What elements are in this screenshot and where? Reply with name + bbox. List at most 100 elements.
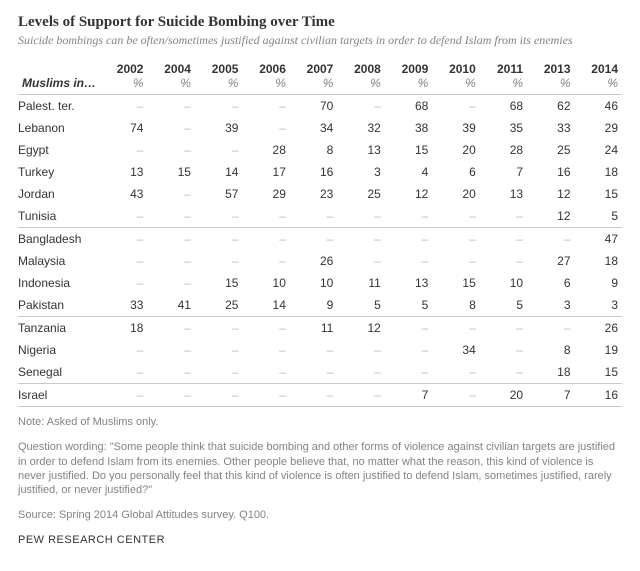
table-row: Palest. ter.––––70–68–686246 [18,95,622,118]
cell-value: 20 [432,183,479,205]
cell-value: 13 [480,183,527,205]
cell-value: – [242,250,289,272]
col-header-year: 2002 [100,60,147,76]
table-row: Jordan43–572923251220131215 [18,183,622,205]
col-header-year: 2004 [147,60,194,76]
cell-value: 24 [575,139,622,161]
cell-value: 26 [290,250,337,272]
cell-value: – [385,339,432,361]
cell-value: 11 [337,272,384,294]
col-header-pct: % [432,76,479,95]
cell-value: – [337,250,384,272]
cell-value: 62 [527,95,574,118]
cell-value: – [242,317,289,340]
cell-value: 9 [290,294,337,317]
cell-value: – [147,95,194,118]
row-label: Nigeria [18,339,100,361]
cell-value: 25 [337,183,384,205]
data-table: 2002200420052006200720082009201020112013… [18,60,622,407]
col-header-pct: % [242,76,289,95]
cell-value: 8 [290,139,337,161]
cell-value: 19 [575,339,622,361]
cell-value: 26 [575,317,622,340]
cell-value: – [147,250,194,272]
col-header-year: 2009 [385,60,432,76]
col-header-pct: % [480,76,527,95]
stub-header-label: Muslims in… [18,76,100,95]
cell-value: – [147,361,194,384]
cell-value: – [432,384,479,407]
cell-value: – [147,139,194,161]
col-header-year: 2008 [337,60,384,76]
col-header-pct: % [147,76,194,95]
cell-value: 7 [385,384,432,407]
cell-value: 6 [527,272,574,294]
table-row: Senegal–––––––––1815 [18,361,622,384]
cell-value: 15 [575,361,622,384]
cell-value: 33 [527,117,574,139]
row-label: Palest. ter. [18,95,100,118]
cell-value: – [337,361,384,384]
cell-value: – [480,250,527,272]
cell-value: 27 [527,250,574,272]
cell-value: – [337,384,384,407]
col-header-pct: % [575,76,622,95]
cell-value: – [290,339,337,361]
cell-value: – [195,361,242,384]
cell-value: 15 [432,272,479,294]
cell-value: 7 [527,384,574,407]
cell-value: 70 [290,95,337,118]
cell-value: – [147,228,194,251]
table-group: Bangladesh––––––––––47Malaysia––––26––––… [18,228,622,317]
cell-value: 16 [575,384,622,407]
cell-value: 38 [385,117,432,139]
cell-value: – [242,361,289,384]
col-header-year: 2005 [195,60,242,76]
cell-value: 68 [480,95,527,118]
cell-value: 10 [242,272,289,294]
cell-value: – [337,95,384,118]
table-row: Nigeria–––––––34–819 [18,339,622,361]
cell-value: – [290,384,337,407]
cell-value: – [385,205,432,228]
cell-value: 15 [385,139,432,161]
col-header-pct: % [527,76,574,95]
cell-value: – [480,339,527,361]
cell-value: 46 [575,95,622,118]
cell-value: 15 [147,161,194,183]
cell-value: 5 [480,294,527,317]
cell-value: – [337,205,384,228]
table-row: Egypt–––288131520282524 [18,139,622,161]
table-group: Tanzania18–––1112––––26Nigeria–––––––34–… [18,317,622,384]
cell-value: 8 [527,339,574,361]
table-row: Bangladesh––––––––––47 [18,228,622,251]
cell-value: – [242,117,289,139]
row-label: Indonesia [18,272,100,294]
cell-value: 18 [575,161,622,183]
cell-value: – [432,228,479,251]
cell-value: 35 [480,117,527,139]
cell-value: 13 [337,139,384,161]
cell-value: 3 [575,294,622,317]
table-header-row: 2002200420052006200720082009201020112013… [18,60,622,76]
page-subtitle: Suicide bombings can be often/sometimes … [18,33,622,48]
cell-value: – [242,228,289,251]
cell-value: – [100,205,147,228]
row-label: Jordan [18,183,100,205]
cell-value: – [385,317,432,340]
cell-value: 34 [290,117,337,139]
brand-label: PEW RESEARCH CENTER [18,534,622,546]
cell-value: – [432,317,479,340]
row-label: Pakistan [18,294,100,317]
col-header-year: 2013 [527,60,574,76]
cell-value: 10 [480,272,527,294]
row-label: Turkey [18,161,100,183]
cell-value: – [290,361,337,384]
cell-value: 20 [432,139,479,161]
cell-value: 18 [527,361,574,384]
cell-value: 25 [195,294,242,317]
footnote-note: Note: Asked of Muslims only. [18,415,622,429]
cell-value: – [432,95,479,118]
table-row: Pakistan334125149558533 [18,294,622,317]
col-header-pct: % [337,76,384,95]
